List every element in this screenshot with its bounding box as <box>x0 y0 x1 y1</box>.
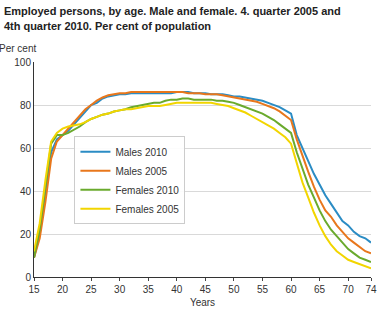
svg-text:74: 74 <box>365 284 377 295</box>
svg-text:80: 80 <box>20 100 32 111</box>
svg-text:20: 20 <box>57 284 69 295</box>
svg-text:55: 55 <box>257 284 269 295</box>
svg-text:Females 2010: Females 2010 <box>115 185 179 196</box>
svg-text:65: 65 <box>314 284 326 295</box>
svg-text:Males 2010: Males 2010 <box>115 147 167 158</box>
svg-text:35: 35 <box>143 284 155 295</box>
svg-text:Females 2005: Females 2005 <box>115 204 179 215</box>
svg-text:25: 25 <box>86 284 98 295</box>
svg-text:60: 60 <box>285 284 297 295</box>
svg-text:Males 2005: Males 2005 <box>115 166 167 177</box>
svg-text:0: 0 <box>25 272 31 283</box>
svg-text:70: 70 <box>343 284 355 295</box>
svg-text:Years: Years <box>190 297 215 308</box>
svg-text:50: 50 <box>228 284 240 295</box>
svg-text:40: 40 <box>171 284 183 295</box>
svg-text:15: 15 <box>28 284 40 295</box>
svg-text:40: 40 <box>20 186 32 197</box>
svg-text:Per cent: Per cent <box>0 43 36 54</box>
svg-text:30: 30 <box>114 284 126 295</box>
svg-text:20: 20 <box>20 229 32 240</box>
svg-text:60: 60 <box>20 143 32 154</box>
svg-text:Employed persons, by age. Male: Employed persons, by age. Male and femal… <box>4 5 341 31</box>
svg-text:100: 100 <box>14 57 31 68</box>
svg-text:45: 45 <box>200 284 212 295</box>
